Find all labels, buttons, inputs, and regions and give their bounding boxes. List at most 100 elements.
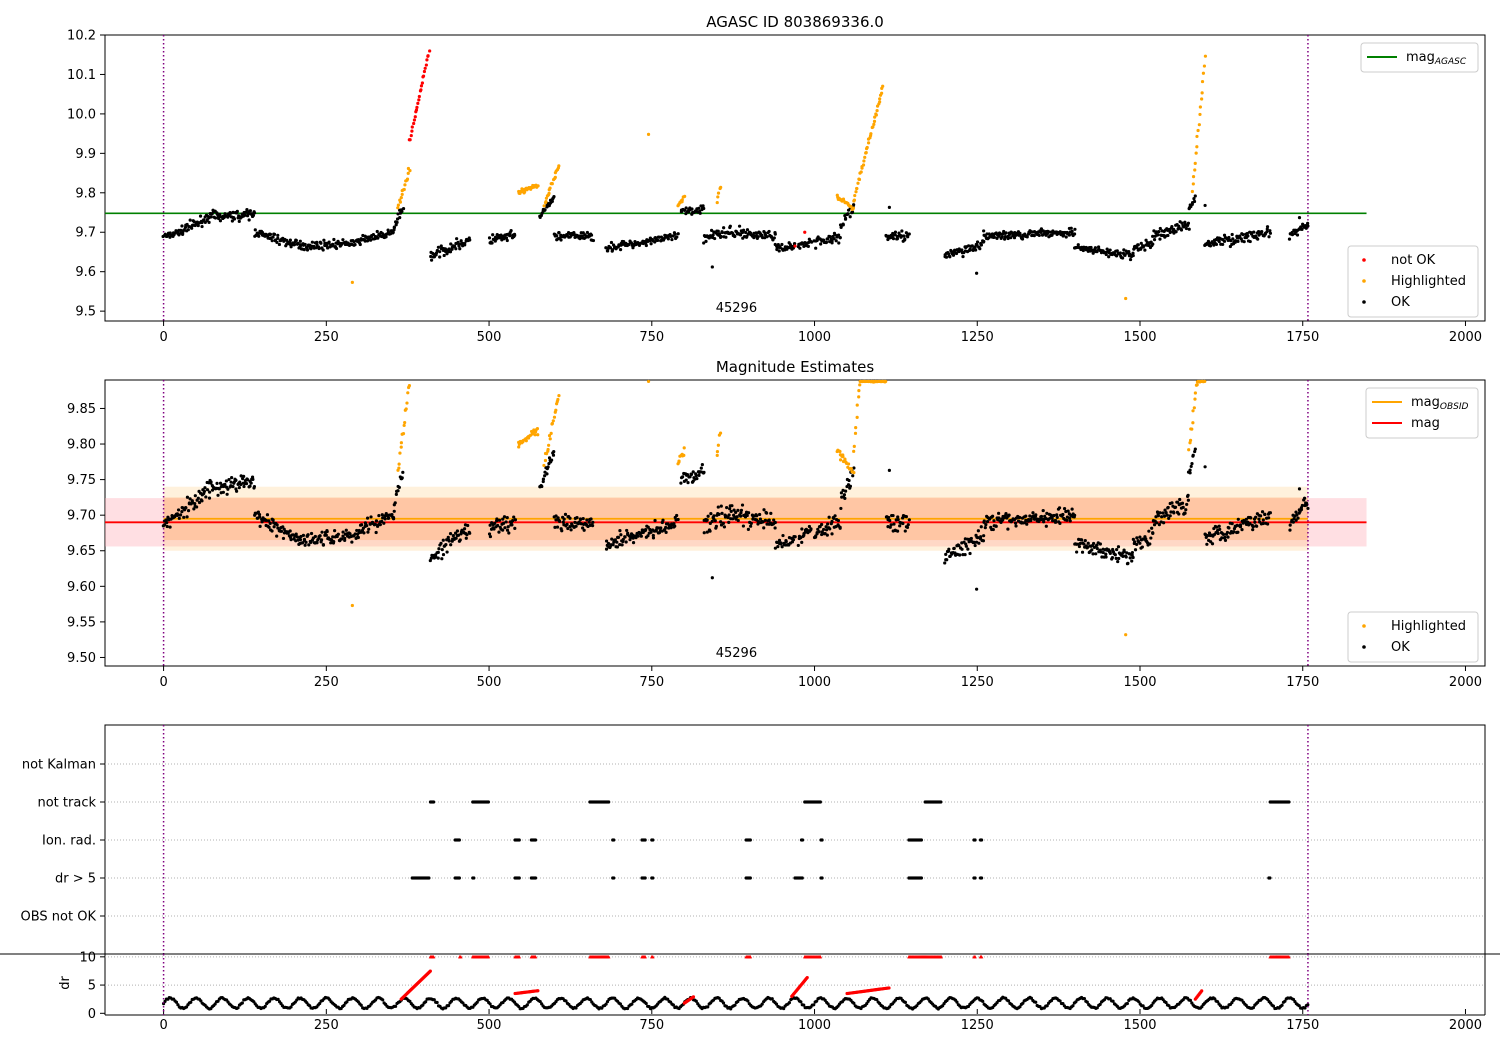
ok-point <box>702 241 706 245</box>
ok-point <box>900 234 904 238</box>
flag-point <box>643 876 647 880</box>
ok-point <box>963 537 967 541</box>
ok-point <box>1094 552 1098 556</box>
ok-point <box>456 533 461 537</box>
ok-point <box>572 230 576 235</box>
ok-point <box>1140 545 1144 549</box>
highlighted-point <box>682 446 686 450</box>
ok-point <box>249 481 253 485</box>
ok-point <box>276 236 280 240</box>
ok-point <box>232 217 237 221</box>
ok-point <box>281 525 285 529</box>
highlighted-point <box>884 379 888 384</box>
ok-point <box>268 232 273 236</box>
ok-point <box>436 550 440 554</box>
ok-point <box>653 240 657 244</box>
x-tick-label: 500 <box>477 1018 502 1033</box>
ok-point <box>382 521 386 525</box>
dr-ok-point <box>1226 1005 1230 1009</box>
ok-point <box>374 530 378 535</box>
ok-point <box>820 522 824 527</box>
ok-point <box>203 486 207 490</box>
ok-point <box>188 218 192 222</box>
highlighted-point <box>400 192 404 197</box>
ok-point <box>964 544 968 548</box>
ok-point <box>492 527 496 531</box>
ok-point <box>168 525 172 529</box>
legend-dot-swatch <box>1362 624 1366 628</box>
flag-point <box>1287 800 1291 804</box>
ok-point <box>975 271 979 275</box>
ok-point <box>836 518 841 523</box>
ok-point <box>1151 242 1155 246</box>
highlighted-point <box>875 109 879 113</box>
ok-point <box>1214 242 1219 247</box>
ok-point <box>318 534 322 538</box>
ok-point <box>1131 537 1135 541</box>
x-tick-label: 1250 <box>961 675 994 690</box>
highlighted-point <box>1203 54 1208 58</box>
dr-ok-point <box>421 1003 425 1007</box>
ok-point <box>998 232 1003 236</box>
highlighted-point <box>852 198 857 202</box>
ok-point <box>1065 518 1069 522</box>
ok-point <box>334 246 339 251</box>
ok-point <box>1127 250 1131 254</box>
highlighted-point <box>869 132 873 136</box>
ok-point <box>230 219 234 223</box>
ok-point <box>552 450 556 454</box>
ok-point <box>613 538 617 542</box>
ok-point <box>298 239 302 243</box>
ok-point <box>1009 236 1013 240</box>
ok-point <box>1217 239 1221 244</box>
ok-point <box>1070 507 1074 511</box>
ok-point <box>363 239 367 243</box>
ok-point <box>1000 235 1004 239</box>
dr-capped-point <box>1287 955 1291 959</box>
ok-point <box>832 237 836 241</box>
ok-point <box>702 206 706 211</box>
ok-point <box>401 470 405 474</box>
dr-ok-point <box>1271 1004 1276 1008</box>
ok-point <box>793 242 797 246</box>
ok-point <box>331 242 335 247</box>
dr-ok-point <box>432 998 436 1002</box>
ok-point <box>196 223 200 228</box>
ok-point <box>953 248 957 252</box>
ok-point <box>730 504 734 508</box>
ok-point <box>1241 232 1245 237</box>
highlighted-point <box>872 122 876 126</box>
dr-ok-point <box>1188 998 1192 1002</box>
ok-point <box>550 458 554 462</box>
ok-point <box>644 243 648 248</box>
panel4-ylabel: dr <box>58 976 73 990</box>
ok-point <box>175 513 180 517</box>
dr-ok-point <box>1303 1006 1307 1010</box>
highlighted-point <box>838 449 842 454</box>
x-tick-label: 250 <box>314 1018 339 1033</box>
ok-point <box>555 234 559 238</box>
dr-ok-point <box>760 1002 764 1006</box>
ok-point <box>1012 236 1017 240</box>
legend-label: Highlighted <box>1391 619 1466 634</box>
ok-point <box>1104 552 1108 556</box>
ok-point <box>1170 501 1174 505</box>
highlighted-point <box>677 459 681 463</box>
ok-point <box>744 230 748 235</box>
ok-point <box>1152 229 1156 233</box>
x-tick-label: 750 <box>639 675 664 690</box>
ok-point <box>758 512 762 517</box>
ok-point <box>1192 197 1196 201</box>
ok-point <box>701 204 705 208</box>
highlighted-point <box>1197 123 1201 127</box>
ok-point <box>1210 542 1215 546</box>
ok-point <box>326 246 330 250</box>
y-tick-label: 10 <box>79 950 96 965</box>
ok-point <box>1248 239 1252 244</box>
ok-point <box>1151 234 1155 238</box>
ok-point <box>1191 453 1195 457</box>
ok-point <box>1265 227 1269 231</box>
ok-point <box>891 237 896 241</box>
ok-point <box>579 517 583 521</box>
ok-point <box>685 473 690 477</box>
